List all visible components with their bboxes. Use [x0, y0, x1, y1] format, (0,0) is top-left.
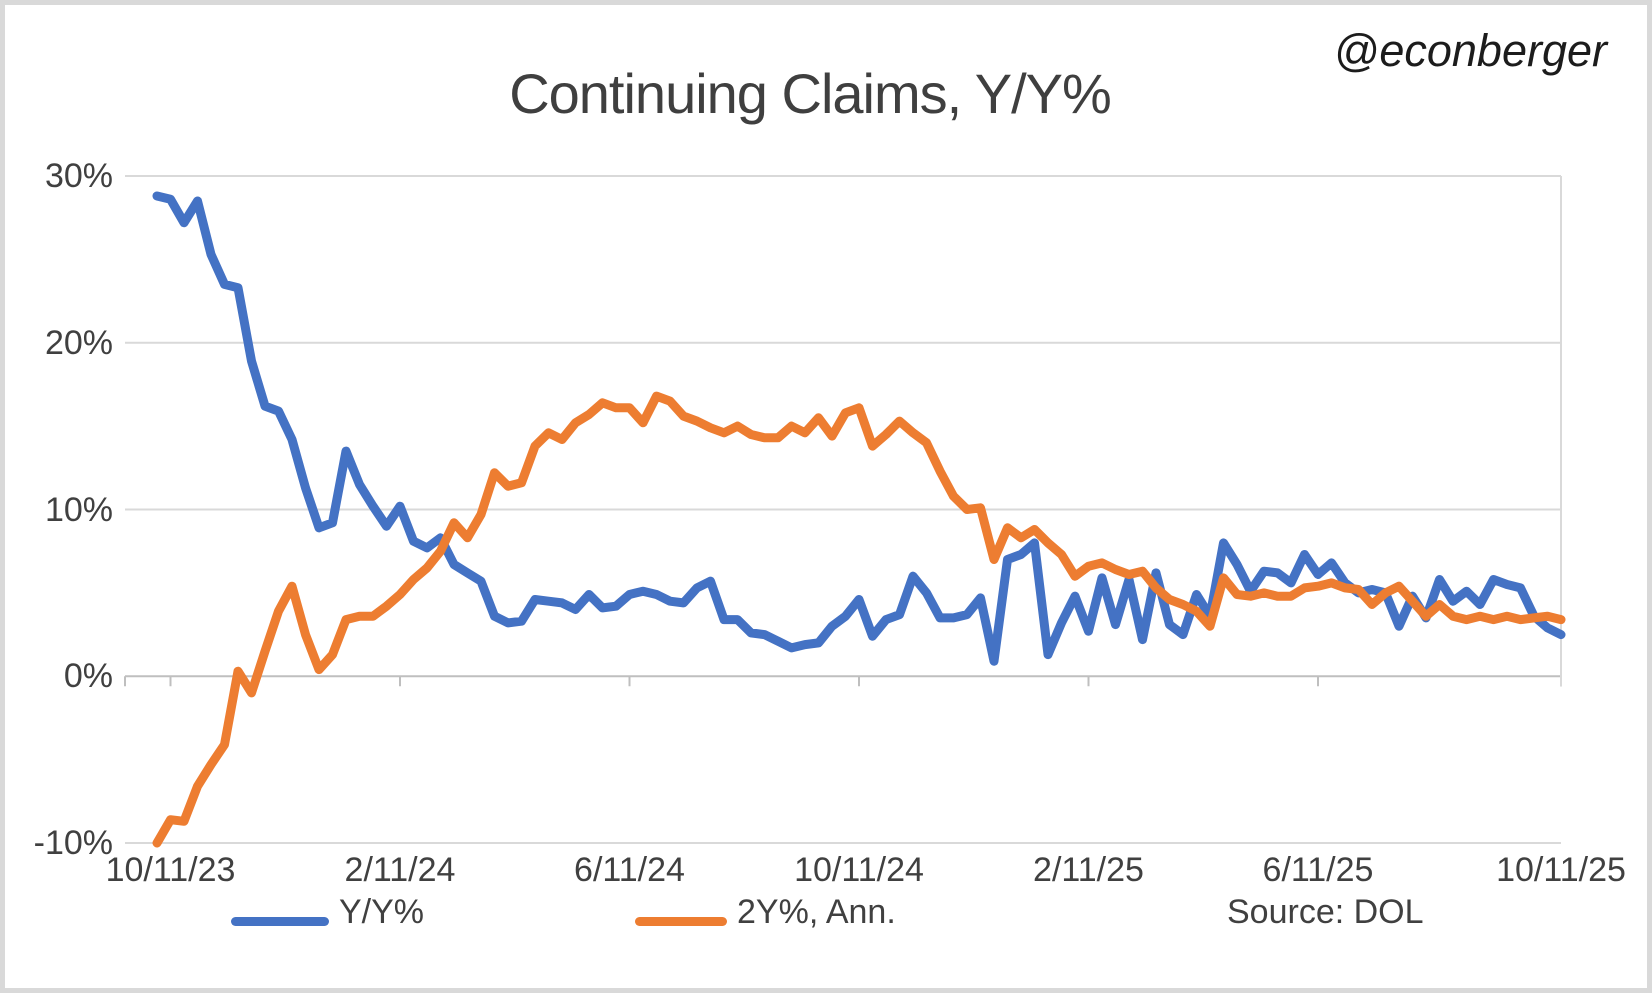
source-label: Source: DOL [1227, 893, 1424, 931]
x-tick-label: 6/11/25 [1262, 851, 1374, 889]
chart-title: Continuing Claims, Y/Y% [509, 62, 1112, 125]
plot-area [124, 175, 1566, 848]
y-tick-label: 0% [63, 657, 113, 696]
legend-swatch-yoy [231, 917, 329, 926]
series-line-2y-ann- [152, 391, 1566, 848]
watermark: @econberger [1333, 25, 1607, 76]
y-tick-label: 10% [44, 490, 113, 529]
y-tick-label: 30% [44, 157, 113, 195]
x-tick-label: 2/11/25 [1033, 851, 1144, 889]
legend-label-2y: 2Y%, Ann. [737, 893, 896, 931]
legend-swatch-2y [635, 917, 727, 926]
x-tick-label: 2/11/24 [344, 851, 456, 889]
series-line-y-y- [152, 191, 1566, 666]
x-tick-label: 10/11/24 [794, 851, 924, 889]
x-tick-label: 6/11/24 [574, 851, 685, 889]
y-tick-label: -10% [33, 824, 113, 862]
legend-label-yoy: Y/Y% [339, 893, 425, 931]
x-tick-label: 10/11/25 [1496, 851, 1626, 889]
x-tick-label: 10/11/23 [105, 851, 236, 889]
y-tick-label: 20% [44, 323, 113, 362]
